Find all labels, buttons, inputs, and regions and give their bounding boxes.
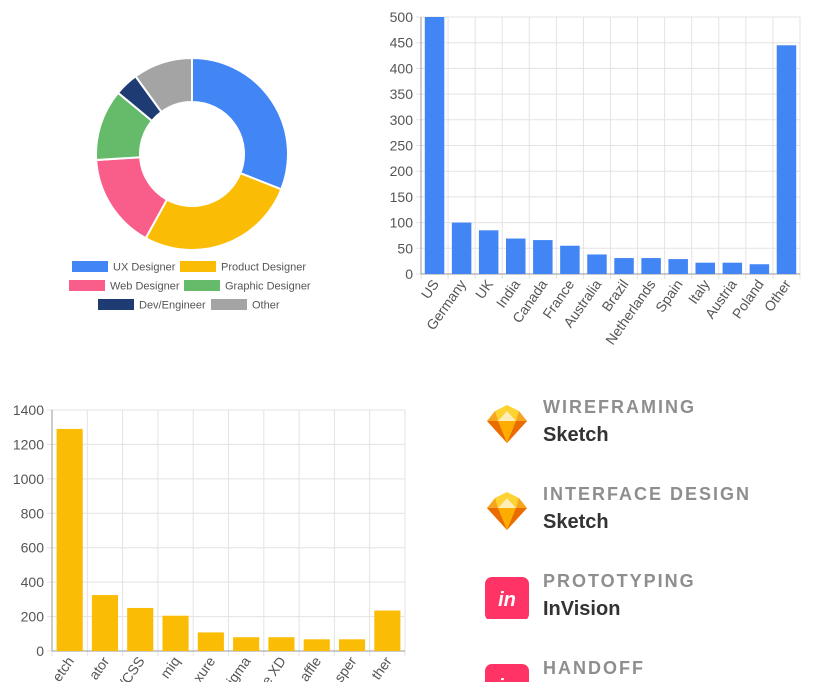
- y-tick-label: 150: [390, 189, 414, 205]
- bar: [749, 264, 770, 274]
- bar: [641, 258, 661, 274]
- tool-item-interface-design: INTERFACE DESIGN Sketch: [485, 482, 805, 542]
- x-tick-label: xure: [190, 653, 219, 682]
- legend-swatch: [180, 261, 216, 272]
- x-tick-label: ator: [85, 653, 112, 682]
- legend-swatch: [211, 299, 247, 310]
- bar: [668, 259, 688, 274]
- legend-swatch: [98, 299, 134, 310]
- bar: [560, 245, 580, 274]
- invision-icon-text: in: [498, 589, 516, 611]
- bar: [127, 607, 154, 651]
- donut-slice: [134, 56, 193, 114]
- y-tick-label: 50: [397, 240, 413, 256]
- x-tick-label: e XD: [258, 654, 289, 682]
- y-tick-label: 600: [21, 540, 45, 556]
- x-tick-label: UK: [472, 276, 497, 302]
- bar: [722, 262, 743, 274]
- bar: [233, 637, 260, 651]
- bar: [91, 595, 119, 651]
- tool-item-prototyping: in PROTOTYPING InVision: [485, 569, 805, 629]
- legend-swatch: [72, 261, 108, 272]
- x-tick-label: Spain: [652, 277, 686, 316]
- donut-slice: [144, 171, 283, 251]
- legend-swatch: [184, 280, 220, 291]
- y-tick-label: 450: [390, 35, 414, 51]
- x-tick-label: etch: [49, 654, 77, 682]
- bar: [451, 222, 472, 274]
- x-tick-label: sper: [331, 653, 360, 682]
- invision-icon: in: [485, 664, 529, 682]
- tool-name: Sketch: [543, 424, 609, 446]
- legend-label: Web Designer: [110, 281, 180, 293]
- y-tick-label: 400: [390, 60, 414, 76]
- x-tick-label: miq: [157, 654, 183, 682]
- legend-swatch: [69, 280, 105, 291]
- y-tick-label: 400: [21, 574, 45, 590]
- tool-category: PROTOTYPING: [543, 571, 696, 591]
- y-tick-label: 1400: [13, 402, 44, 418]
- y-tick-label: 200: [21, 609, 45, 625]
- y-tick-label: 300: [390, 112, 414, 128]
- sketch-diamond-icon: [487, 492, 527, 530]
- bar: [338, 639, 366, 651]
- bar: [162, 615, 189, 651]
- donut-slice: [191, 56, 289, 191]
- y-tick-label: 200: [390, 163, 414, 179]
- legend-label: Other: [252, 300, 280, 312]
- legend-label: UX Designer: [113, 262, 176, 274]
- bar: [424, 17, 445, 274]
- x-tick-label: US: [418, 277, 442, 302]
- tool-category: INTERFACE DESIGN: [543, 484, 752, 504]
- y-tick-label: 0: [36, 643, 44, 659]
- tool-category: WIREFRAMING: [543, 397, 696, 417]
- tool-category: HANDOFF: [543, 658, 645, 678]
- bar: [614, 258, 634, 274]
- x-tick-label: Other: [761, 276, 794, 314]
- y-tick-label: 0: [405, 266, 413, 282]
- invision-icon: in: [485, 577, 529, 619]
- bar: [478, 230, 499, 274]
- bar: [56, 428, 83, 651]
- legend-label: Dev/Engineer: [139, 300, 206, 312]
- tool-name: InVision: [543, 598, 621, 620]
- bar: [533, 240, 553, 274]
- x-tick-label: igma: [223, 653, 254, 682]
- x-tick-label: /CSS: [116, 654, 148, 682]
- bar: [695, 262, 715, 274]
- y-tick-label: 800: [21, 505, 45, 521]
- bar: [776, 45, 797, 274]
- invision-icon-text: in: [498, 676, 516, 682]
- bar: [303, 639, 330, 651]
- y-tick-label: 1200: [13, 436, 44, 452]
- tool-item-handoff: in HANDOFF: [485, 656, 805, 682]
- x-tick-label: affle: [296, 653, 324, 682]
- y-tick-label: 1000: [13, 471, 44, 487]
- legend-label: Graphic Designer: [225, 281, 311, 293]
- sketch-diamond-icon: [487, 405, 527, 443]
- x-tick-label: ther: [368, 653, 395, 682]
- y-tick-label: 100: [390, 215, 414, 231]
- tool-name: Sketch: [543, 511, 609, 533]
- bar: [197, 632, 224, 651]
- tools-bar-chart: 0 200 400 600 800 1000 1200 1400 etch ator/CSS miq…: [13, 402, 406, 682]
- bar: [587, 254, 607, 274]
- role-donut-chart: UX Designer Product Designer Web Designer G…: [69, 56, 311, 312]
- bar: [374, 610, 401, 651]
- tools-list: WIREFRAMING Sketch INTERFACE DESIGN Sket…: [485, 395, 814, 682]
- y-tick-label: 500: [390, 9, 414, 25]
- bar: [268, 637, 295, 651]
- y-tick-label: 250: [390, 138, 414, 154]
- bar: [506, 238, 526, 274]
- y-tick-label: 350: [390, 86, 414, 102]
- tool-item-wireframing: WIREFRAMING Sketch: [485, 395, 805, 455]
- legend-label: Product Designer: [221, 262, 306, 274]
